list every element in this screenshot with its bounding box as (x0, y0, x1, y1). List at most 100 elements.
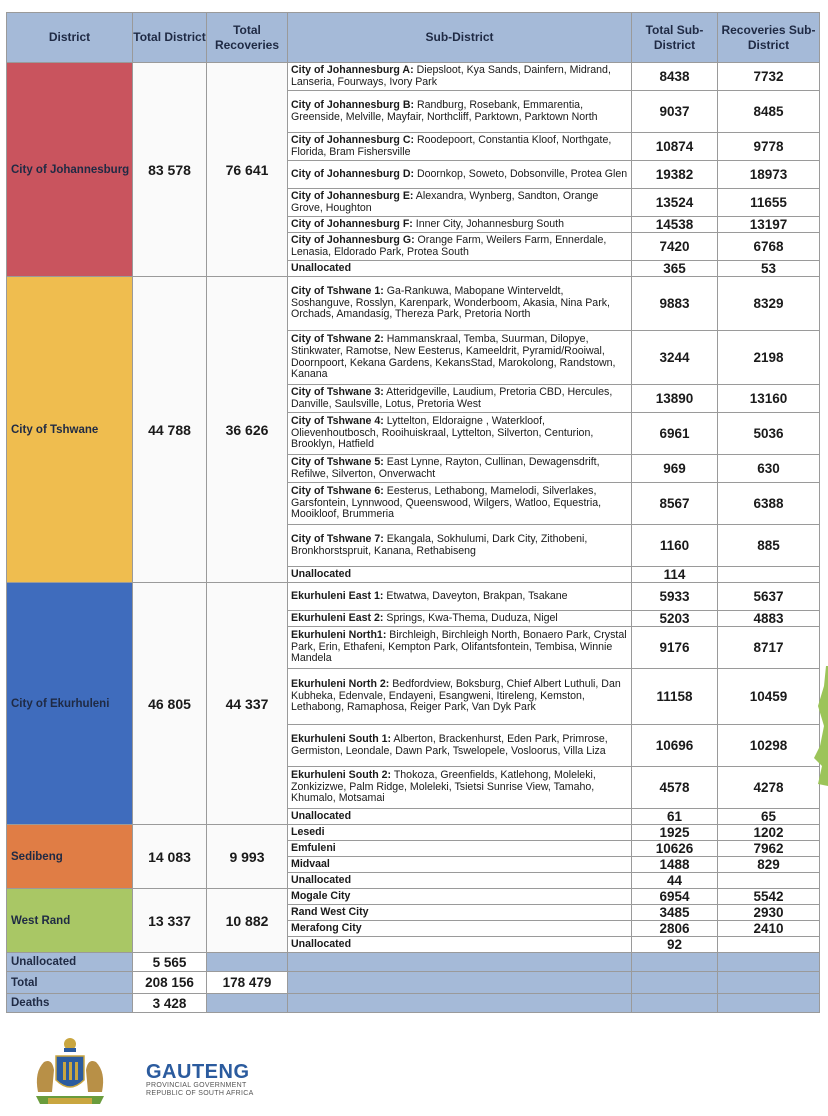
sub-district-cell: Ekurhuleni South 1: Alberton, Brackenhur… (287, 724, 632, 767)
sub-district-cell: City of Johannesburg F: Inner City, Joha… (287, 216, 632, 233)
sub-district-cell: Ekurhuleni South 2: Thokoza, Greenfields… (287, 766, 632, 809)
brand-line-2: REPUBLIC OF SOUTH AFRICA (146, 1090, 254, 1097)
sub-district-recoveries-cell: 13197 (717, 216, 820, 233)
sub-district-recoveries-cell: 885 (717, 524, 820, 567)
sub-district-areas: Hammanskraal, Temba, Suurman, Dilopye, S… (291, 333, 616, 381)
sub-district-total-cell: 2806 (631, 920, 718, 937)
header-recoveries-sub-district: Recoveries Sub-District (717, 12, 820, 63)
sub-district-cell: Unallocated (287, 936, 632, 953)
sub-district-total-cell: 5203 (631, 610, 718, 627)
sub-district-recoveries-cell: 8485 (717, 90, 820, 133)
district-total-cell: 83 578 (132, 62, 207, 277)
sub-district-recoveries-cell: 6388 (717, 482, 820, 525)
district-name-cell: City of Ekurhuleni (6, 582, 133, 825)
sub-district-total-cell: 44 (631, 872, 718, 889)
sub-district-areas: Diepsloot, Kya Sands, Dainfern, Midrand,… (291, 63, 611, 88)
sub-district-areas: Alberton, Brackenhurst, Eden Park, Primr… (291, 732, 608, 757)
sub-district-recoveries-cell: 65 (717, 808, 820, 825)
sub-district-name: City of Johannesburg G: (291, 233, 415, 246)
sub-district-row: City of Tshwane 44 788 36 626 City of Tshwa… (6, 276, 820, 583)
header-total-sub-district: Total Sub-District (631, 12, 718, 63)
gauteng-brand: GAUTENG PROVINCIAL GOVERNMENT REPUBLIC O… (146, 1062, 254, 1098)
district-recoveries-cell: 44 337 (206, 582, 288, 825)
sub-district-row: Ekurhuleni East 2: Springs, Kwa-Thema, D… (7, 610, 820, 627)
district-total-cell: 46 805 (132, 582, 207, 825)
sub-district-areas: Atteridgeville, Laudium, Pretoria CBD, H… (291, 385, 613, 410)
sub-district-recoveries-cell: 4278 (717, 766, 820, 809)
sub-district-recoveries-cell: 4883 (717, 610, 820, 627)
sub-district-name: City of Tshwane 7: (291, 532, 384, 545)
sub-district-recoveries-cell: 13160 (717, 384, 820, 413)
sub-district-cell: Emfuleni (287, 840, 632, 857)
sub-district-row: City of Tshwane 2: Hammanskraal, Temba, … (7, 330, 820, 385)
footer-unallocated-label: Unallocated (6, 952, 133, 972)
sub-district-name: Ekurhuleni North 2: (291, 678, 390, 691)
sub-district-recoveries-cell: 5637 (717, 582, 820, 611)
sub-district-cell: City of Johannesburg E: Alexandra, Wynbe… (287, 188, 632, 217)
sub-district-recoveries-cell: 10459 (717, 668, 820, 725)
sub-district-areas: Ga-Rankuwa, Mabopane Winterveldt, Soshan… (291, 285, 610, 321)
sub-district-cell: City of Tshwane 6: Eesterus, Lethabong, … (287, 482, 632, 525)
sub-district-total-cell: 9037 (631, 90, 718, 133)
district-name-cell: Sedibeng (6, 824, 133, 889)
sub-district-areas: East Lynne, Rayton, Cullinan, Dewagensdr… (291, 455, 600, 480)
sub-district-cell: Midvaal (287, 856, 632, 873)
sub-district-recoveries-cell: 9778 (717, 132, 820, 161)
sub-district-row: City of Johannesburg D: Doornkop, Soweto… (7, 160, 820, 189)
sub-district-cell: Unallocated (287, 566, 632, 583)
sub-district-areas: Eesterus, Lethabong, Mamelodi, Silverlak… (291, 485, 602, 521)
district-recoveries-cell: 76 641 (206, 62, 288, 277)
sub-district-cell: Merafong City (287, 920, 632, 937)
sub-district-cell: City of Tshwane 1: Ga-Rankuwa, Mabopane … (287, 276, 632, 331)
sub-district-total-cell: 9883 (631, 276, 718, 331)
sub-district-recoveries-cell: 10298 (717, 724, 820, 767)
district-recoveries-cell: 10 882 (206, 888, 288, 953)
sub-district-total-cell: 9176 (631, 626, 718, 669)
sub-district-total-cell: 61 (631, 808, 718, 825)
sub-district-row: City of Johannesburg 83 578 76 641 City of … (6, 62, 820, 277)
sub-district-recoveries-cell: 11655 (717, 188, 820, 217)
district-name-cell: West Rand (6, 888, 133, 953)
sub-district-total-cell: 8567 (631, 482, 718, 525)
sub-district-areas: Birchleigh, Birchleigh North, Bonaero Pa… (291, 629, 627, 665)
footer-deaths-value: 3 428 (132, 993, 207, 1013)
header-sub-district: Sub-District (287, 12, 632, 63)
sub-district-recoveries-cell (717, 872, 820, 889)
sub-district-name: Unallocated (291, 809, 352, 822)
sub-district-name: City of Johannesburg F: (291, 217, 413, 230)
sub-district-row: Unallocated 61 65 (7, 808, 820, 825)
sub-district-name: Ekurhuleni South 1: (291, 732, 392, 745)
sub-district-total-cell: 1160 (631, 524, 718, 567)
sub-district-cell: City of Johannesburg B: Randburg, Roseba… (287, 90, 632, 133)
sub-district-recoveries-cell: 7962 (717, 840, 820, 857)
sub-district-total-cell: 6954 (631, 888, 718, 905)
sub-district-areas: Lyttelton, Eldoraigne , Waterkloof, Olie… (291, 415, 594, 451)
sub-district-areas: Thokoza, Greenfields, Katlehong, Molelek… (291, 769, 596, 805)
district-name-cell: City of Johannesburg (6, 62, 133, 277)
sub-district-name: Mogale City (291, 889, 351, 902)
header-total-recoveries: Total Recoveries (206, 12, 288, 63)
sub-district-recoveries-cell: 2198 (717, 330, 820, 385)
sub-district-areas: Roodepoort, Constantia Kloof, Northgate,… (291, 133, 612, 158)
footer-deaths-label: Deaths (6, 993, 133, 1013)
sub-district-name: City of Johannesburg C: (291, 133, 415, 146)
sub-district-areas: Orange Farm, Weilers Farm, Ennerdale, Le… (291, 233, 607, 258)
sub-district-row: Ekurhuleni North 2: Bedfordview, Boksbur… (7, 668, 820, 725)
sub-district-row: City of Ekurhuleni 46 805 44 337 Ekurhuleni… (6, 582, 820, 825)
sub-district-name: Unallocated (291, 567, 352, 580)
sub-district-areas: Springs, Kwa-Thema, Duduza, Nigel (383, 611, 558, 624)
sub-district-row: City of Johannesburg G: Orange Farm, Wei… (7, 232, 820, 261)
sub-district-name: Lesedi (291, 825, 325, 838)
sub-district-recoveries-cell: 829 (717, 856, 820, 873)
sub-district-areas: Ekangala, Sokhulumi, Dark City, Zithoben… (291, 532, 588, 557)
footer-total-label: Total (6, 971, 133, 994)
sub-district-total-cell: 13890 (631, 384, 718, 413)
sub-district-recoveries-cell: 8329 (717, 276, 820, 331)
sub-district-name: City of Tshwane 2: (291, 333, 384, 346)
sub-district-row: Merafong City 2806 2410 (7, 920, 820, 937)
sub-district-cell: City of Johannesburg A: Diepsloot, Kya S… (287, 62, 632, 91)
sub-district-total-cell: 13524 (631, 188, 718, 217)
sub-district-cell: Rand West City (287, 904, 632, 921)
district-name-cell: City of Tshwane (6, 276, 133, 583)
sub-district-row: City of Johannesburg E: Alexandra, Wynbe… (7, 188, 820, 217)
